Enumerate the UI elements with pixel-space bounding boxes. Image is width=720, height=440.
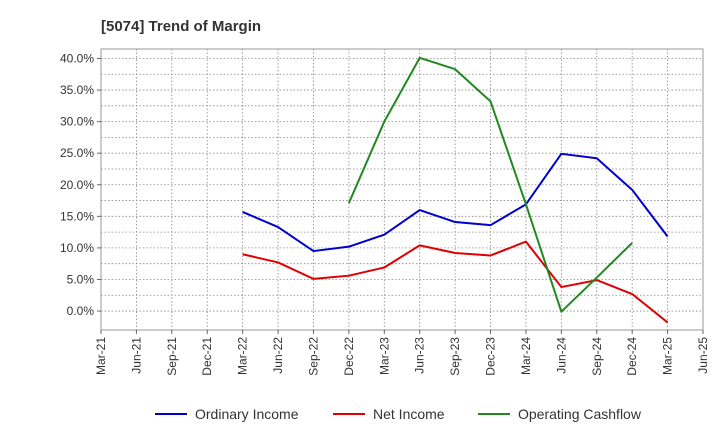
x-tick-label: Sep-21: [165, 337, 179, 376]
net-income-line: [242, 240, 669, 324]
x-tick-label: Mar-24: [519, 337, 533, 375]
x-tick-label: Sep-23: [448, 337, 462, 376]
ordinary-income-line: [242, 152, 669, 253]
x-tick-label: Mar-22: [236, 337, 250, 375]
y-tick-label: 20.0%: [60, 178, 94, 192]
grid: [101, 49, 703, 330]
plot-area-border: [100, 48, 704, 331]
x-tick-label: Dec-24: [625, 337, 639, 376]
y-tick-label: 25.0%: [60, 146, 94, 160]
x-tick-label: Dec-23: [484, 337, 498, 376]
x-tick-label: Jun-23: [413, 337, 427, 374]
legend-label-net-income: Net Income: [373, 406, 445, 422]
y-tick-label: 10.0%: [60, 241, 94, 255]
legend: Ordinary Income Net Income Operating Cashf…: [155, 406, 642, 422]
x-tick-label: Dec-22: [342, 337, 356, 376]
x-axis: Mar-21 Jun-21 Sep-21 Dec-21 Mar-22 Jun-22 Sep-…: [94, 330, 710, 376]
y-tick-label: 15.0%: [60, 209, 94, 223]
chart-title: [5074] Trend of Margin: [101, 18, 261, 35]
x-tick-label: Sep-24: [590, 337, 604, 376]
x-tick-label: Mar-23: [377, 337, 391, 375]
x-tick-label: Jun-21: [129, 337, 143, 374]
operating-cashflow-line: [347, 56, 633, 313]
x-tick-label: Mar-21: [94, 337, 108, 375]
y-tick-label: 30.0%: [60, 115, 94, 129]
x-tick-label: Sep-22: [306, 337, 320, 376]
x-tick-label: Jun-22: [271, 337, 285, 374]
legend-label-ordinary-income: Ordinary Income: [195, 406, 299, 422]
y-tick-label: 5.0%: [67, 272, 95, 286]
series-lines: [242, 56, 669, 324]
x-tick-label: Jun-24: [554, 337, 568, 374]
y-tick-label: 40.0%: [60, 51, 94, 65]
x-tick-label: Dec-21: [200, 337, 214, 376]
y-tick-label: 35.0%: [60, 83, 94, 97]
legend-label-operating-cashflow: Operating Cashflow: [518, 406, 642, 422]
y-axis: 0.0% 5.0% 10.0% 15.0% 20.0% 25.0% 30.0% 35.0% 40…: [60, 51, 101, 318]
x-tick-label: Mar-25: [661, 337, 675, 375]
x-tick-label: Jun-25: [696, 337, 710, 374]
y-tick-label: 0.0%: [67, 304, 95, 318]
